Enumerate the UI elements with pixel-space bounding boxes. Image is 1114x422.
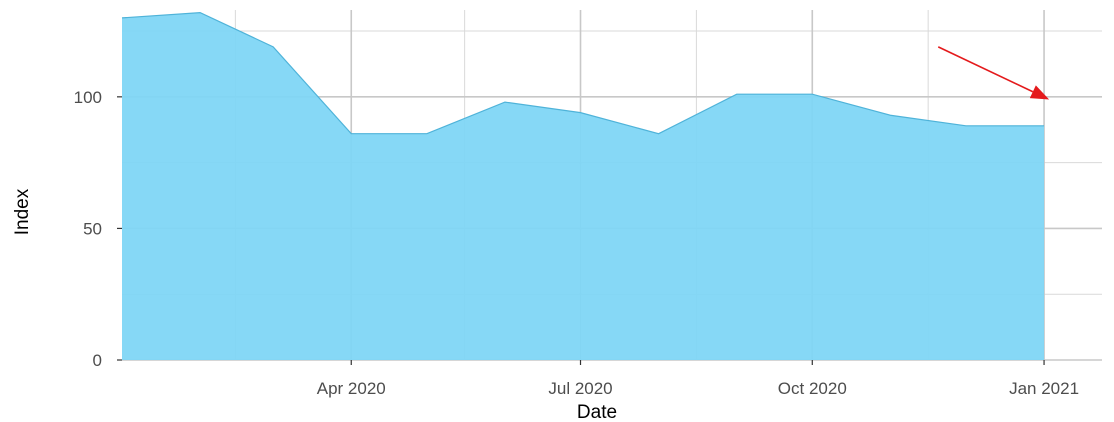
annotations bbox=[937, 46, 1050, 100]
annotation-arrow-head-0 bbox=[1029, 85, 1050, 100]
y-tick-label-2: 100 bbox=[74, 88, 102, 107]
area-line-0 bbox=[121, 12, 1045, 135]
y-tick-label-0: 0 bbox=[93, 351, 102, 370]
x-axis-ticks: Apr 2020 Jul 2020 Oct 2020 Jan 2021 bbox=[317, 360, 1079, 398]
annotation-arrow-shaft-0 bbox=[937, 46, 1034, 93]
x-tick-label-3: Jan 2021 bbox=[1009, 379, 1079, 398]
x-tick-label-0: Apr 2020 bbox=[317, 379, 386, 398]
area-fill-0 bbox=[122, 12, 1045, 360]
x-tick-label-1: Jul 2020 bbox=[548, 379, 612, 398]
area-series bbox=[121, 12, 1045, 360]
y-axis-title: Index bbox=[12, 188, 33, 235]
x-axis-title: Date bbox=[577, 402, 617, 422]
x-tick-label-2: Oct 2020 bbox=[778, 379, 847, 398]
y-axis-ticks: 0 50 100 bbox=[74, 88, 122, 370]
y-tick-label-1: 50 bbox=[83, 219, 102, 238]
